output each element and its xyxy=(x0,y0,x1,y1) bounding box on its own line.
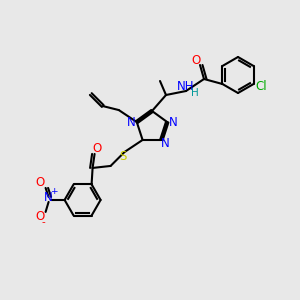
Text: H: H xyxy=(191,88,199,98)
Text: +: + xyxy=(50,188,57,196)
Text: O: O xyxy=(35,210,44,224)
Text: NH: NH xyxy=(177,80,195,92)
Text: S: S xyxy=(119,150,126,164)
Text: O: O xyxy=(92,142,101,155)
Text: N: N xyxy=(126,116,135,129)
Text: -: - xyxy=(42,217,46,227)
Text: O: O xyxy=(35,176,44,189)
Text: N: N xyxy=(169,116,178,129)
Text: O: O xyxy=(191,55,201,68)
Text: Cl: Cl xyxy=(256,80,267,92)
Text: N: N xyxy=(161,137,170,150)
Text: N: N xyxy=(44,191,53,204)
